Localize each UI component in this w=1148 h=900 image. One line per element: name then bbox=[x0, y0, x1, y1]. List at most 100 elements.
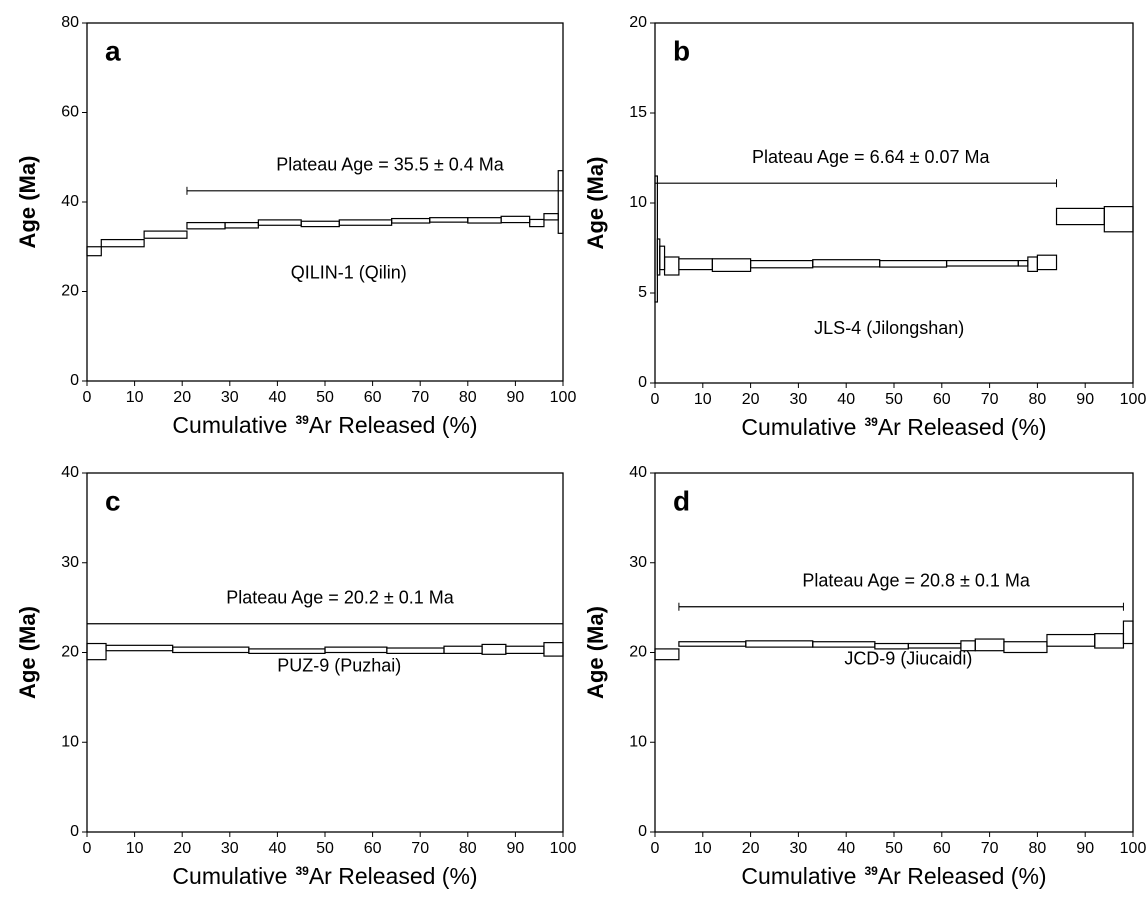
panel-letter: d bbox=[673, 485, 690, 516]
age-step bbox=[481, 643, 507, 655]
x-axis-label-rest: Ar Released (%) bbox=[309, 863, 478, 889]
y-tick-label: 30 bbox=[629, 554, 647, 571]
x-tick-label: 100 bbox=[550, 389, 577, 406]
sample-label: PUZ-9 (Puzhai) bbox=[277, 656, 401, 676]
x-tick-label: 10 bbox=[126, 840, 144, 857]
age-step bbox=[1017, 260, 1029, 267]
age-step bbox=[86, 642, 107, 661]
x-axis-label-sup: 39 bbox=[864, 864, 878, 878]
x-tick-label: 90 bbox=[507, 389, 525, 406]
y-axis-label: Age (Ma) bbox=[583, 157, 608, 250]
age-step bbox=[186, 221, 226, 230]
age-step bbox=[1122, 620, 1134, 645]
age-step bbox=[224, 221, 259, 229]
y-tick-label: 20 bbox=[629, 644, 647, 661]
x-tick-label: 100 bbox=[1120, 391, 1147, 408]
x-tick-label: 70 bbox=[981, 391, 999, 408]
age-step bbox=[907, 642, 962, 649]
age-step bbox=[467, 217, 502, 224]
x-tick-label: 90 bbox=[1076, 840, 1094, 857]
x-tick-label: 70 bbox=[411, 389, 429, 406]
x-tick-label: 20 bbox=[742, 391, 760, 408]
x-tick-label: 10 bbox=[126, 389, 144, 406]
y-tick-label: 40 bbox=[629, 464, 647, 481]
x-tick-label: 40 bbox=[269, 389, 287, 406]
age-step bbox=[1003, 641, 1048, 654]
x-tick-label: 100 bbox=[550, 840, 577, 857]
x-axis-label: Cumulative 39Ar Released (%) bbox=[741, 414, 1046, 440]
age-step bbox=[100, 238, 145, 248]
panel-letter: c bbox=[105, 485, 121, 516]
plateau-label: Plateau Age = 20.8 ± 0.1 Ma bbox=[802, 570, 1031, 590]
age-step bbox=[557, 170, 564, 234]
panel-letter: b bbox=[673, 35, 690, 66]
x-tick-label: 30 bbox=[790, 391, 808, 408]
x-axis-label-text: Cumulative bbox=[172, 863, 287, 889]
age-step bbox=[663, 256, 680, 276]
age-step bbox=[386, 647, 445, 654]
x-tick-label: 0 bbox=[83, 840, 92, 857]
x-tick-label: 30 bbox=[221, 840, 239, 857]
x-axis-label-rest: Ar Released (%) bbox=[309, 412, 478, 438]
x-tick-label: 100 bbox=[1120, 840, 1147, 857]
age-step bbox=[659, 245, 666, 271]
age-step bbox=[1027, 256, 1038, 272]
x-tick-label: 70 bbox=[981, 840, 999, 857]
age-step bbox=[324, 646, 388, 654]
panel-letter: a bbox=[105, 35, 121, 66]
age-step bbox=[300, 220, 340, 228]
age-step bbox=[543, 642, 564, 657]
x-tick-label: 10 bbox=[694, 391, 712, 408]
plateau-label: Plateau Age = 35.5 ± 0.4 Ma bbox=[276, 155, 505, 175]
age-step bbox=[443, 645, 483, 654]
sample-label: QILIN-1 (Qilin) bbox=[291, 262, 407, 282]
x-tick-label: 70 bbox=[411, 840, 429, 857]
y-tick-label: 20 bbox=[629, 14, 647, 31]
x-axis-label: Cumulative 39Ar Released (%) bbox=[172, 412, 477, 438]
y-tick-label: 40 bbox=[61, 193, 79, 210]
x-tick-label: 60 bbox=[364, 840, 382, 857]
age-step bbox=[172, 646, 250, 654]
age-step bbox=[529, 218, 545, 228]
plateau-label: Plateau Age = 6.64 ± 0.07 Ma bbox=[752, 147, 991, 167]
x-tick-label: 60 bbox=[933, 840, 951, 857]
x-tick-label: 80 bbox=[1029, 840, 1047, 857]
y-tick-label: 40 bbox=[61, 464, 79, 481]
sample-label: JLS-4 (Jilongshan) bbox=[814, 318, 964, 338]
y-tick-label: 10 bbox=[629, 733, 647, 750]
x-tick-label: 0 bbox=[651, 391, 660, 408]
age-step bbox=[749, 260, 814, 269]
age-step bbox=[1036, 254, 1058, 271]
age-step bbox=[1094, 633, 1125, 649]
y-tick-label: 0 bbox=[638, 374, 647, 391]
age-step bbox=[1055, 207, 1105, 226]
x-tick-label: 90 bbox=[507, 840, 525, 857]
age-step bbox=[812, 259, 881, 268]
x-axis-label-sup: 39 bbox=[295, 413, 309, 427]
x-axis-label-sup: 39 bbox=[864, 415, 878, 429]
x-axis-label-text: Cumulative bbox=[741, 414, 856, 440]
age-step bbox=[812, 641, 876, 648]
x-tick-label: 40 bbox=[837, 840, 855, 857]
age-step bbox=[105, 644, 174, 652]
x-tick-label: 20 bbox=[742, 840, 760, 857]
x-axis-label-text: Cumulative bbox=[741, 863, 856, 889]
y-tick-label: 10 bbox=[629, 194, 647, 211]
x-tick-label: 60 bbox=[933, 391, 951, 408]
y-tick-label: 30 bbox=[61, 554, 79, 571]
x-tick-label: 40 bbox=[269, 840, 287, 857]
x-tick-label: 90 bbox=[1076, 391, 1094, 408]
age-step bbox=[711, 258, 752, 272]
x-tick-label: 10 bbox=[694, 840, 712, 857]
x-axis-label: Cumulative 39Ar Released (%) bbox=[172, 863, 477, 889]
x-tick-label: 50 bbox=[885, 391, 903, 408]
y-tick-label: 15 bbox=[629, 104, 647, 121]
age-step bbox=[429, 217, 469, 223]
x-tick-label: 50 bbox=[885, 840, 903, 857]
y-tick-label: 20 bbox=[61, 283, 79, 300]
x-tick-label: 50 bbox=[316, 840, 334, 857]
age-step bbox=[86, 246, 102, 257]
x-axis-label: Cumulative 39Ar Released (%) bbox=[741, 863, 1046, 889]
x-axis-label-rest: Ar Released (%) bbox=[878, 863, 1047, 889]
